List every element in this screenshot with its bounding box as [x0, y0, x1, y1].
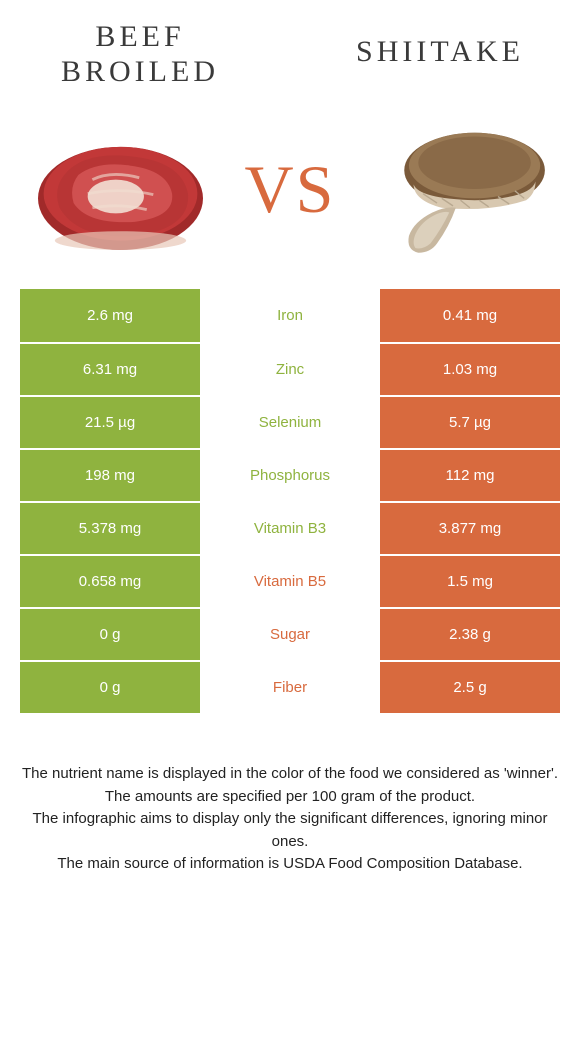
right-value: 2.38 g: [380, 609, 560, 660]
nutrient-row: 2.6 mgIron0.41 mg: [20, 289, 560, 342]
nutrient-name: Sugar: [200, 609, 380, 660]
footer-line: The nutrient name is displayed in the co…: [20, 763, 560, 786]
right-value: 0.41 mg: [380, 289, 560, 342]
left-value: 5.378 mg: [20, 503, 200, 554]
left-value: 0 g: [20, 609, 200, 660]
left-value: 21.5 µg: [20, 397, 200, 448]
nutrient-row: 0 gFiber2.5 g: [20, 660, 560, 713]
left-value: 198 mg: [20, 450, 200, 501]
nutrient-name: Selenium: [200, 397, 380, 448]
nutrient-row: 5.378 mgVitamin B33.877 mg: [20, 501, 560, 554]
right-value: 5.7 µg: [380, 397, 560, 448]
nutrient-name: Fiber: [200, 662, 380, 713]
right-value: 1.03 mg: [380, 344, 560, 395]
shiitake-mushroom-icon: [363, 114, 558, 264]
image-row: VS: [0, 99, 580, 289]
nutrient-name: Phosphorus: [200, 450, 380, 501]
left-value: 2.6 mg: [20, 289, 200, 342]
nutrient-row: 6.31 mgZinc1.03 mg: [20, 342, 560, 395]
nutrient-name: Iron: [200, 289, 380, 342]
footer-notes: The nutrient name is displayed in the co…: [0, 713, 580, 896]
right-value: 3.877 mg: [380, 503, 560, 554]
left-value: 0.658 mg: [20, 556, 200, 607]
vs-label: VS: [245, 150, 336, 229]
nutrient-row: 0.658 mgVitamin B51.5 mg: [20, 554, 560, 607]
right-value: 2.5 g: [380, 662, 560, 713]
beef-steak-icon: [23, 114, 218, 264]
nutrient-name: Zinc: [200, 344, 380, 395]
left-food-title: Beef broiled: [40, 20, 240, 89]
right-value: 1.5 mg: [380, 556, 560, 607]
right-food-title: Shiitake: [340, 20, 540, 69]
nutrient-name: Vitamin B5: [200, 556, 380, 607]
nutrient-name: Vitamin B3: [200, 503, 380, 554]
nutrient-row: 0 gSugar2.38 g: [20, 607, 560, 660]
footer-line: The amounts are specified per 100 gram o…: [20, 786, 560, 809]
footer-line: The infographic aims to display only the…: [20, 808, 560, 853]
nutrient-table: 2.6 mgIron0.41 mg6.31 mgZinc1.03 mg21.5 …: [0, 289, 580, 713]
header: Beef broiled Shiitake: [0, 0, 580, 99]
right-value: 112 mg: [380, 450, 560, 501]
left-value: 6.31 mg: [20, 344, 200, 395]
shiitake-image: [360, 109, 560, 269]
nutrient-row: 198 mgPhosphorus112 mg: [20, 448, 560, 501]
left-value: 0 g: [20, 662, 200, 713]
nutrient-row: 21.5 µgSelenium5.7 µg: [20, 395, 560, 448]
footer-line: The main source of information is USDA F…: [20, 853, 560, 876]
beef-image: [20, 109, 220, 269]
